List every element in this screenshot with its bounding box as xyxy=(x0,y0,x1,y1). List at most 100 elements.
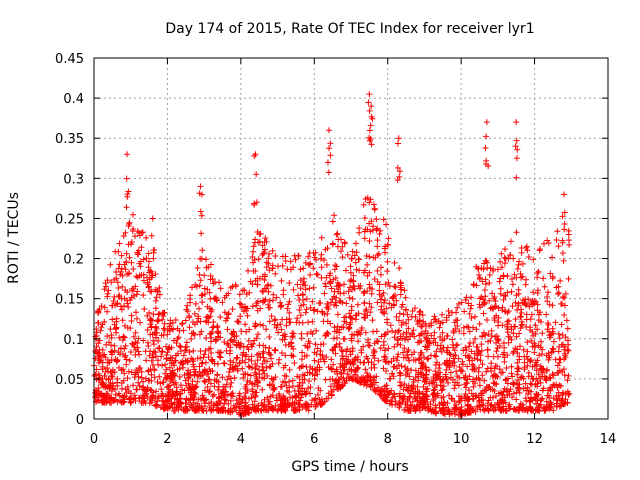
data-point xyxy=(561,312,568,319)
data-point xyxy=(130,266,137,273)
data-point xyxy=(236,300,243,307)
data-point xyxy=(455,300,462,307)
data-point xyxy=(259,360,266,367)
data-point xyxy=(460,330,467,337)
data-point xyxy=(278,349,285,356)
data-point xyxy=(554,290,561,297)
data-point xyxy=(277,299,284,306)
data-point xyxy=(190,347,197,354)
data-point xyxy=(152,353,159,360)
data-point xyxy=(118,345,125,352)
data-point xyxy=(396,327,403,334)
data-point xyxy=(485,353,492,360)
data-point xyxy=(210,319,217,326)
data-point xyxy=(109,373,116,380)
data-point xyxy=(478,392,485,399)
data-point xyxy=(501,292,508,299)
data-point xyxy=(360,381,367,388)
data-point xyxy=(270,376,277,383)
data-point xyxy=(410,356,417,363)
data-point xyxy=(196,363,203,370)
data-point xyxy=(501,349,508,356)
data-point xyxy=(464,363,471,370)
data-point xyxy=(367,196,374,203)
data-point xyxy=(148,357,155,364)
data-point xyxy=(320,257,327,264)
data-point xyxy=(442,360,449,367)
data-point xyxy=(394,177,401,184)
x-tick-label: 2 xyxy=(163,432,171,447)
data-point xyxy=(201,285,208,292)
data-point xyxy=(480,296,487,303)
data-point xyxy=(167,370,174,377)
data-point xyxy=(512,407,519,414)
data-point xyxy=(508,370,515,377)
data-point xyxy=(311,357,318,364)
data-point xyxy=(248,353,255,360)
data-point xyxy=(99,381,106,388)
data-point xyxy=(298,330,305,337)
data-point xyxy=(555,389,562,396)
data-point xyxy=(211,391,218,398)
data-point xyxy=(383,305,390,312)
data-point xyxy=(505,308,512,315)
data-point xyxy=(405,355,412,362)
data-point xyxy=(360,343,367,350)
data-point xyxy=(384,329,391,336)
data-point xyxy=(540,366,547,373)
data-point xyxy=(403,367,410,374)
data-point xyxy=(120,233,127,240)
data-point xyxy=(398,321,405,328)
data-point xyxy=(261,298,268,305)
data-point xyxy=(432,316,439,323)
data-point xyxy=(327,320,334,327)
data-point xyxy=(364,288,371,295)
data-point xyxy=(168,360,175,367)
data-point xyxy=(309,318,316,325)
data-point xyxy=(306,377,313,384)
data-point xyxy=(382,347,389,354)
data-point xyxy=(498,264,505,271)
data-point xyxy=(534,290,541,297)
data-point xyxy=(537,401,544,408)
data-point xyxy=(202,359,209,366)
data-point xyxy=(340,336,347,343)
data-point xyxy=(432,384,439,391)
data-point xyxy=(168,325,175,332)
data-point xyxy=(329,346,336,353)
data-point xyxy=(374,338,381,345)
data-point xyxy=(135,348,142,355)
data-point xyxy=(385,235,392,242)
data-point xyxy=(537,318,544,325)
data-point xyxy=(163,355,170,362)
data-point xyxy=(113,329,120,336)
data-point xyxy=(145,377,152,384)
data-point xyxy=(549,273,556,280)
data-point xyxy=(203,318,210,325)
data-point xyxy=(394,336,401,343)
data-point xyxy=(461,381,468,388)
y-tick-label: 0.35 xyxy=(55,132,84,147)
data-point xyxy=(330,387,337,394)
data-point xyxy=(317,347,324,354)
data-point xyxy=(200,396,207,403)
data-point xyxy=(514,359,521,366)
data-point xyxy=(343,300,350,307)
data-point xyxy=(399,399,406,406)
data-point xyxy=(504,289,511,296)
data-point xyxy=(495,401,502,408)
data-point xyxy=(395,362,402,369)
data-point xyxy=(394,140,401,147)
data-point xyxy=(249,254,256,261)
data-point xyxy=(136,260,143,267)
data-point xyxy=(403,320,410,327)
data-point xyxy=(213,407,220,414)
data-point xyxy=(362,314,369,321)
data-point xyxy=(257,407,264,414)
data-point xyxy=(119,317,126,324)
data-point xyxy=(114,382,121,389)
data-point xyxy=(263,326,270,333)
data-point xyxy=(259,252,266,259)
data-point xyxy=(270,406,277,413)
data-point xyxy=(514,350,521,357)
